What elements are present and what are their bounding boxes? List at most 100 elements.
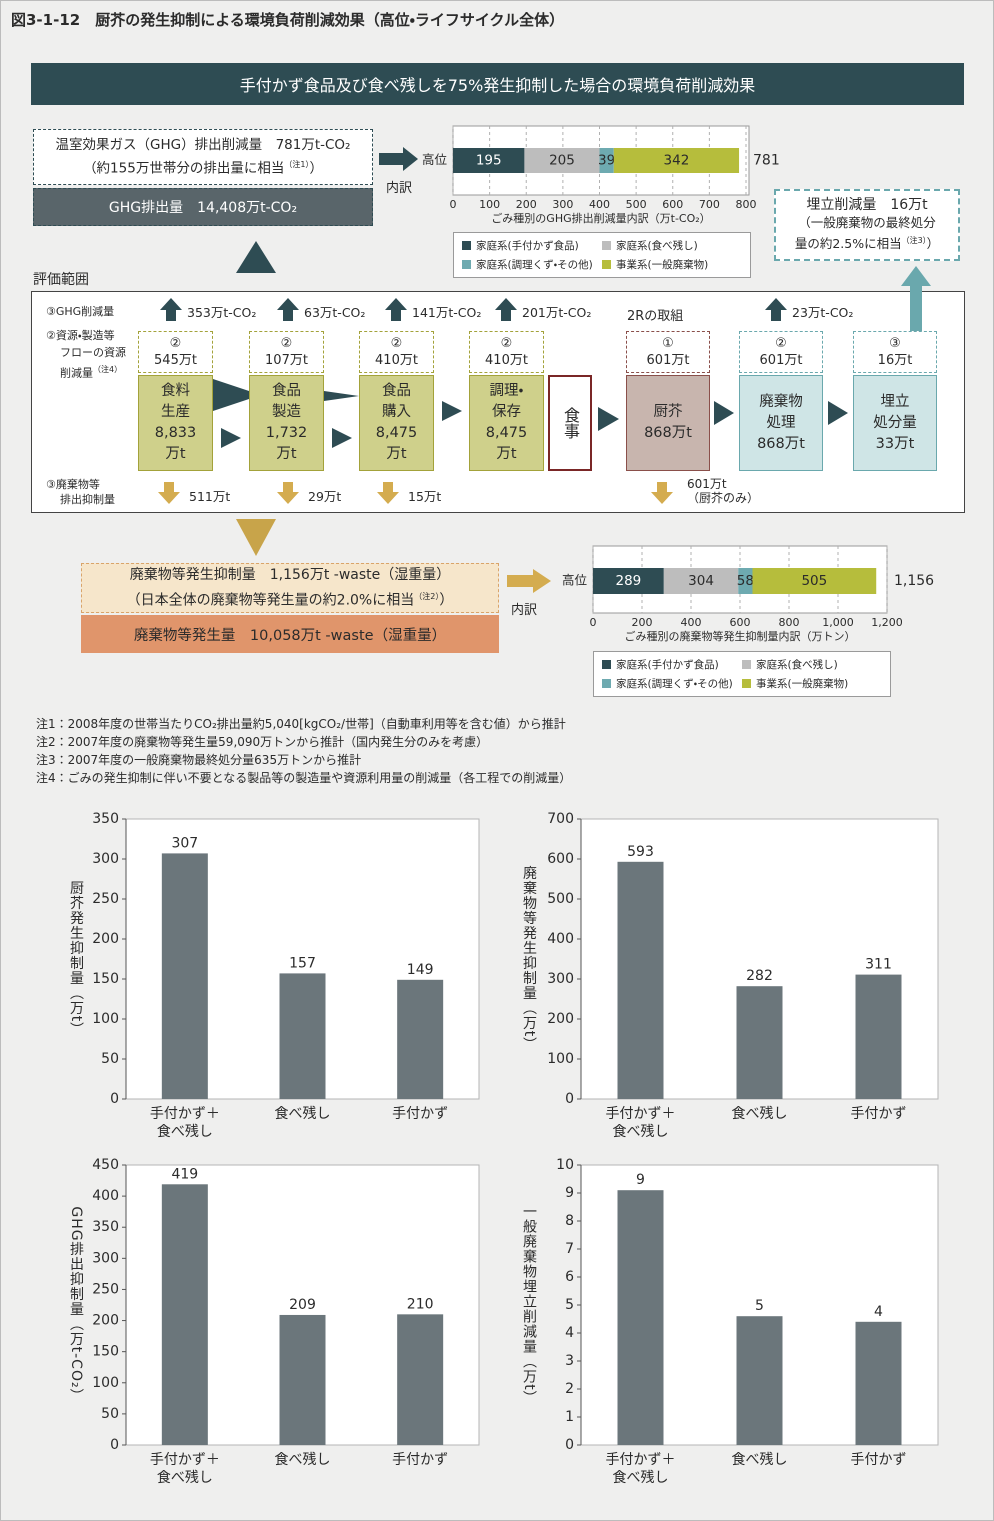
x-tick-label: 手付かず [392, 1106, 448, 1122]
text-line: 手付かず食品及び食べ残しを75%発生抑制した場合の環境負荷削減効果 [239, 76, 756, 95]
x-tick-label: 手付かず [851, 1452, 907, 1468]
text-line: 注4：ごみの発生抑制に伴い不要となる製品等の製造量や資源利用量の削減量（各工程で… [36, 771, 572, 785]
waste-summary-box: 廃棄物等発生抑制量 1,156万t -waste（湿重量） （日本全体の廃棄物等発… [81, 563, 499, 613]
legend-swatch [602, 260, 611, 269]
note-ref: （注1） [284, 160, 310, 170]
y-tick-label: 0 [565, 1437, 574, 1453]
x-tick-label-line: 手付かず＋ [150, 1452, 220, 1468]
text-line: （日本全体の廃棄物等発生量の約2.0%に相当（注2）） [127, 586, 454, 612]
y-tick-label: 400 [92, 1188, 119, 1204]
text-line: 購入 [382, 404, 411, 420]
y-tick-label: 0 [110, 1437, 119, 1453]
arrow-up [765, 298, 787, 321]
flow-arrow [598, 407, 619, 431]
text-line: 545万t [154, 353, 197, 368]
y-tick-label: 450 [92, 1157, 119, 1173]
note-ref: （注3） [901, 236, 927, 246]
value-label: 58 [737, 573, 754, 589]
legend: 家庭系(手付かず食品) 家庭系(食べ残し) 家庭系(調理くず・その他) 事業系(一般廃… [453, 232, 751, 278]
text-line: ② [775, 336, 787, 351]
bar-segment [593, 568, 664, 594]
text-line: 埋立削減量 16万t [806, 197, 928, 214]
value-label: 5 [755, 1298, 764, 1314]
waste-reduction: 511万t [189, 489, 231, 504]
arrow-down [651, 482, 673, 504]
y-tick-label: 500 [547, 891, 574, 907]
text-line: 処分量 [873, 414, 917, 431]
value-label: 505 [801, 573, 827, 589]
value-label: 209 [289, 1297, 316, 1313]
text-line: 温室効果ガス（GHG）排出削減量 781万t-CO₂ [55, 137, 351, 154]
bar [161, 1184, 208, 1445]
y-tick-label: 0 [110, 1091, 119, 1107]
text-line: 16万t [877, 353, 913, 368]
text-line: ③廃棄物等 [46, 478, 100, 491]
value-label: 289 [616, 573, 642, 589]
y-tick-label: 300 [92, 1250, 119, 1266]
text-line: 601万t [759, 353, 803, 368]
flow-arrow [221, 428, 241, 448]
stage-box: 埋立 処分量 33万t [853, 375, 937, 471]
bar [161, 853, 208, 1099]
stage-badge: ② 545万t [138, 331, 213, 373]
text-line: 1,732 [265, 425, 308, 441]
text-line: ③ [889, 336, 901, 351]
y-tick-label: 4 [565, 1325, 574, 1341]
row-label: ③廃棄物等 排出抑制量 [46, 477, 115, 507]
y-tick-label: 1 [565, 1409, 574, 1425]
text-line: （一般廃棄物の最終処分 [798, 215, 936, 231]
ghg-reduction: 353万t-CO₂ [187, 305, 257, 320]
stage-badge: ② 410万t [469, 331, 544, 373]
value-label: 593 [627, 844, 654, 860]
x-tick-label: 手付かず [392, 1452, 448, 1468]
text-line: 868万t [757, 435, 805, 452]
x-tick-label: 手付かず＋ 食べ残し [150, 1106, 220, 1140]
x-tick-label-line: 手付かず [392, 1452, 448, 1468]
note-ref: （注2） [414, 591, 440, 601]
category-label: 高位 [422, 152, 448, 167]
y-tick-label: 400 [547, 931, 574, 947]
y-tick-label: 300 [92, 851, 119, 867]
note-ref: （注4） [93, 365, 123, 374]
arrow-right [507, 569, 551, 593]
text-line: ② [169, 336, 182, 351]
ghg-reduction: 201万t-CO₂ [522, 305, 592, 320]
value-label: 157 [289, 955, 316, 971]
bar [736, 986, 783, 1099]
stage-badge: ③ 16万t [853, 331, 937, 373]
ghg-reduction: 23万t-CO₂ [792, 305, 854, 320]
text-line: 万t [496, 446, 517, 462]
text-line: 食品 [382, 383, 411, 399]
flow-arrow [332, 428, 352, 448]
y-tick-label: 150 [92, 971, 119, 987]
text-line: 食品 [272, 383, 301, 399]
y-tick-label: 600 [547, 851, 574, 867]
arrow-down [377, 482, 399, 504]
ghg-reduction: 63万t-CO₂ [304, 305, 366, 320]
text-line: ② [280, 336, 293, 351]
waste-reduction: 601万t （厨芥のみ） [687, 477, 759, 505]
text-line: 410万t [375, 353, 418, 368]
x-tick-label: 0 [450, 198, 457, 211]
y-tick-label: 150 [92, 1344, 119, 1360]
bar-segment [738, 568, 753, 594]
x-tick-label: 600 [662, 198, 683, 211]
text-line: （約155万世帯分の排出量に相当（注1）） [83, 155, 323, 179]
arrow-down [236, 519, 276, 556]
text-line: 生産 [161, 404, 190, 420]
text-line: 601万t [646, 353, 690, 368]
text-line: 保存 [492, 404, 521, 420]
x-tick-label-line: 食べ残し [613, 1124, 669, 1140]
x-tick-label: 手付かず＋ 食べ残し [606, 1106, 676, 1140]
y-tick-label: 200 [547, 1011, 574, 1027]
legend-swatch [742, 679, 751, 688]
y-tick-label: 50 [101, 1051, 119, 1067]
x-tick-label: 800 [779, 616, 800, 629]
y-tick-label: 250 [92, 891, 119, 907]
x-tick-label-line: 手付かず [392, 1106, 448, 1122]
text-line: （厨芥のみ） [687, 491, 760, 505]
arrow-down [158, 482, 180, 504]
stage-badge: ② 601万t [739, 331, 823, 373]
text-line: 調理・ [489, 383, 524, 399]
arrow-down [277, 482, 299, 504]
